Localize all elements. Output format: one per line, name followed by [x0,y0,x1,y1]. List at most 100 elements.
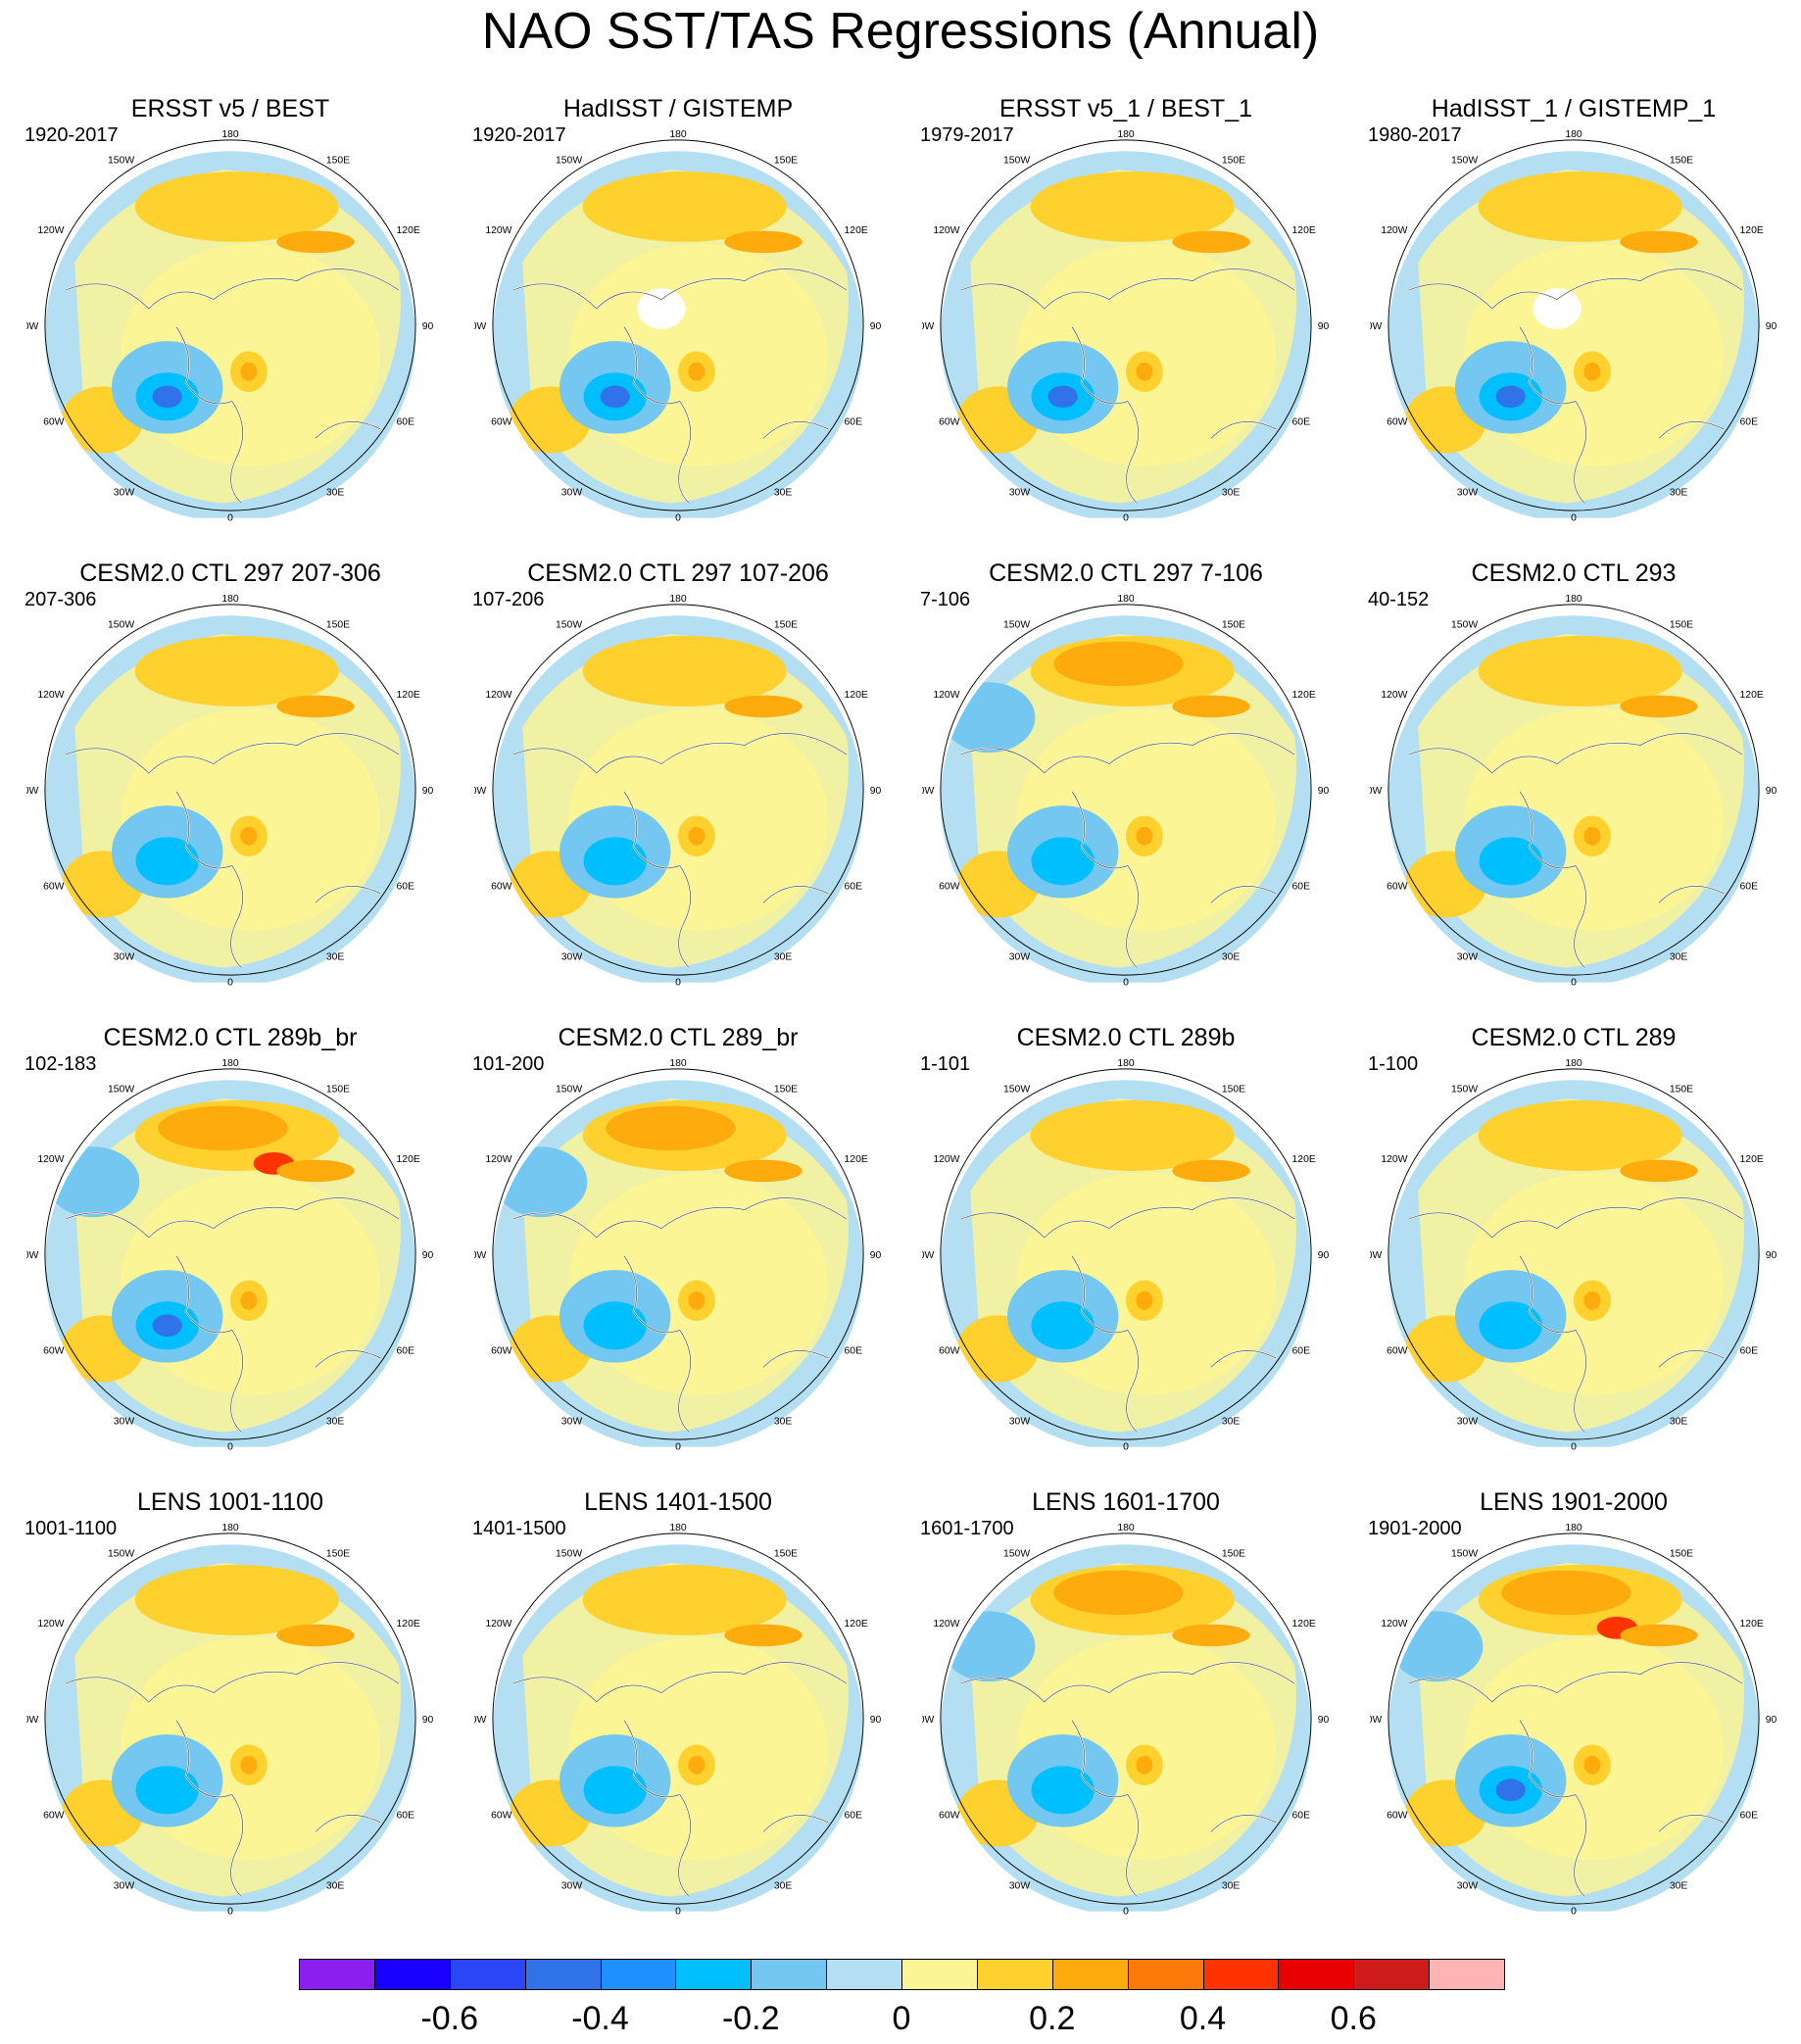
regression-contour [240,1290,258,1310]
regression-contour [1478,1100,1682,1171]
longitude-label: 90E [1318,321,1330,332]
longitude-label: 120W [485,1619,511,1630]
longitude-label: 60E [1740,1346,1759,1357]
longitude-label: 30W [114,1416,135,1427]
panel-years: 1901-2000 [1368,1518,1462,1539]
longitude-label: 30W [1009,1416,1031,1427]
longitude-label: 90W [474,1250,486,1261]
polar-map: 180 150E 120E 90E 60E 30E 0 30W 60W 90W 120W 150W [922,594,1330,988]
regression-contour [276,230,355,254]
longitude-label: 60W [43,417,65,428]
longitude-label: 60E [1740,1811,1759,1822]
longitude-label: 180 [1117,129,1135,140]
longitude-label: 60E [1292,1346,1311,1357]
map-boundary [940,1533,1312,1905]
longitude-label: 120E [1292,690,1316,701]
polar-map: 180 150E 120E 90E 60E 30E 0 30W 60W 90W 120W 150W [26,594,434,988]
panel-title: CESM2.0 CTL 289 [1471,1024,1677,1051]
longitude-label: 60E [1292,882,1311,893]
longitude-label: 30W [1009,487,1031,498]
longitude-label: 150W [108,619,134,630]
colorbar-box [976,1959,1053,1990]
longitude-label: 90W [1370,1715,1382,1726]
longitude-label: 150E [774,619,798,630]
polar-map: 180 150E 120E 90E 60E 30E 0 30W 60W 90W 120W 150W [922,1523,1330,1917]
polar-map: 180 150E 120E 90E 60E 30E 0 30W 60W 90W 120W 150W [922,1058,1330,1452]
regression-contour [276,1624,355,1647]
panel-title: CESM2.0 CTL 297 207-306 [79,560,381,587]
map-boundary [940,1068,1312,1440]
longitude-label: 120E [397,225,420,236]
coastline-outline [512,268,848,504]
longitude-label: 150E [326,1548,350,1559]
coastline-outline [65,1662,400,1897]
map-boundary [1387,1533,1760,1905]
map-boundary [1387,604,1760,976]
colorbar-box [299,1959,375,1990]
regression-contour [1030,1100,1235,1171]
longitude-label: 180 [1117,1058,1135,1069]
longitude-label: 30W [114,951,135,962]
colorbar-box [1278,1959,1355,1990]
regression-contour [240,1755,258,1775]
longitude-label: 150E [774,1548,798,1559]
panel-years: 1-101 [920,1053,971,1075]
colorbar-box [751,1959,828,1990]
regression-contour [583,1301,647,1350]
regression-contour [1053,1570,1184,1616]
panel-years: 1920-2017 [472,124,566,146]
coastline-outline [65,1197,400,1433]
colorbar-box [1429,1959,1505,1990]
colorbar-tick-label: 0.4 [1179,2000,1227,2037]
longitude-label: 120W [37,1154,64,1165]
longitude-label: 30W [1009,1880,1031,1891]
map-boundary [492,1068,864,1440]
coastline-outline [960,733,1295,968]
longitude-label: 150E [1222,1548,1245,1559]
regression-contour [276,695,355,718]
longitude-label: 90W [922,321,934,332]
longitude-label: 30W [561,1880,583,1891]
longitude-label: 60W [43,1346,65,1357]
longitude-label: 150W [1003,155,1030,166]
longitude-label: 150W [1451,1548,1478,1559]
panel-title: HadISST_1 / GISTEMP_1 [1431,95,1717,122]
panel-title: LENS 1901-2000 [1480,1488,1668,1516]
longitude-label: 30E [1222,951,1241,962]
regression-contour [152,1314,182,1338]
longitude-label: 30W [1457,1416,1479,1427]
longitude-label: 30W [561,951,583,962]
longitude-label: 30W [1457,487,1479,498]
regression-contour [583,1766,647,1815]
longitude-label: 150W [556,1084,582,1095]
longitude-label: 180 [669,1058,687,1069]
map-panel: LENS 1901-2000 1901-2000 180 150E 120E 90E 60E… [1358,1487,1789,1948]
longitude-label: 60W [939,1811,960,1822]
longitude-label: 180 [669,1523,687,1533]
longitude-label: 60W [491,1346,512,1357]
longitude-label: 180 [1565,594,1582,605]
longitude-label: 60W [939,882,960,893]
regression-contour [1031,1301,1095,1350]
longitude-label: 60W [1387,1346,1408,1357]
regression-contour [582,636,787,706]
longitude-label: 0 [227,1906,233,1917]
panel-years: 7-106 [920,589,971,610]
map-panel: ERSST v5 / BEST 1920-2017 180 150E 120E 90E 60… [15,94,446,555]
map-panel: LENS 1601-1700 1601-1700 180 150E 120E 90E 60E… [910,1487,1341,1948]
longitude-label: 180 [669,129,687,140]
longitude-label: 120E [845,1154,868,1165]
coastline-outline [1408,1197,1743,1433]
panel-title: HadISST / GISTEMP [562,95,794,122]
colorbar-box [1202,1959,1280,1990]
longitude-label: 60E [1292,1811,1311,1822]
longitude-label: 150W [556,619,582,630]
regression-contour [1047,385,1078,409]
regression-contour [1583,362,1601,381]
longitude-label: 0 [675,1441,681,1452]
colorbar-box [901,1959,978,1990]
polar-map: 180 150E 120E 90E 60E 30E 0 30W 60W 90W 120W 150W [474,1523,882,1917]
panel-years: 1-100 [1368,1053,1419,1075]
map-panel: CESM2.0 CTL 297 107-206 107-206 180 150E 120… [462,559,894,1019]
